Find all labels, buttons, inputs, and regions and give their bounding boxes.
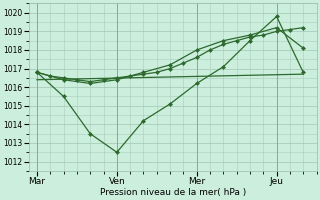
X-axis label: Pression niveau de la mer( hPa ): Pression niveau de la mer( hPa ) (100, 188, 246, 197)
